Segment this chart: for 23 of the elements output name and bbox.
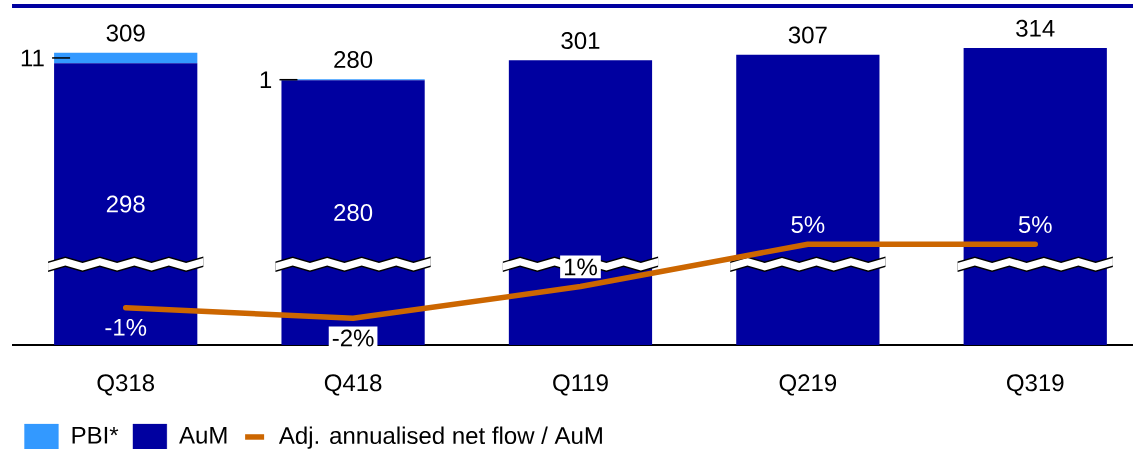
total-label: 314 [1016, 19, 1055, 37]
data-label: 11 [21, 49, 44, 67]
legend-label: PBI* [72, 426, 119, 444]
data-label: -1% [105, 318, 147, 336]
total-label: 307 [788, 26, 827, 44]
legend-label: Adj. annualised net flow / AuM [278, 426, 602, 449]
x-tick-label: Q318 [97, 374, 155, 396]
bar [54, 52, 198, 64]
data-label: 5% [1018, 216, 1052, 234]
x-tick-label: Q319 [1007, 374, 1064, 396]
total-label: 301 [561, 32, 600, 50]
data-label: 1 [260, 71, 272, 88]
data-label: 5% [791, 216, 825, 234]
data-label: 280 [334, 204, 373, 222]
legend-label: AuM [179, 426, 227, 444]
x-tick-label: Q418 [324, 374, 382, 396]
x-tick-label: Q219 [779, 374, 837, 396]
total-label: 280 [334, 51, 373, 69]
data-label: -2% [332, 329, 374, 347]
data-label: 1% [564, 258, 597, 276]
total-label: 309 [106, 24, 145, 42]
x-tick-label: Q119 [553, 374, 608, 396]
data-label: 298 [106, 195, 145, 213]
